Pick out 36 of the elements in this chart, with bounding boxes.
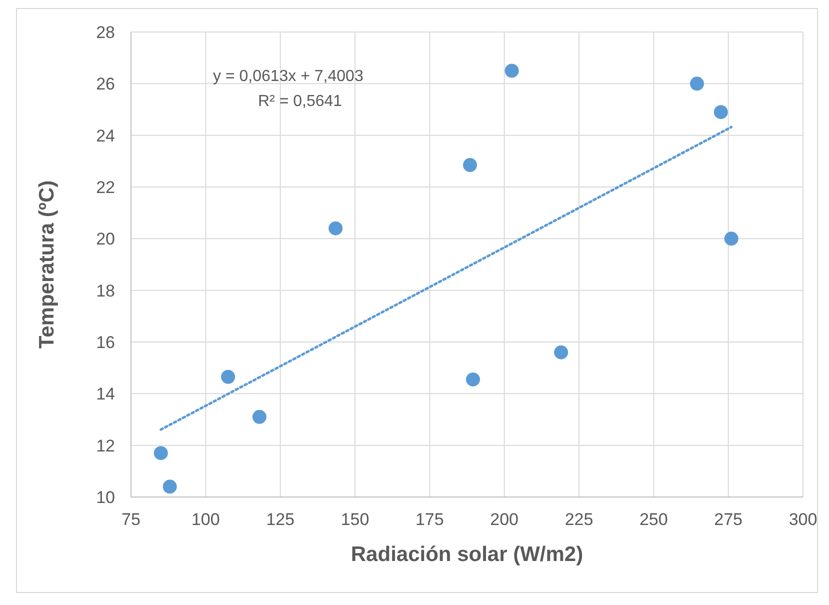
point xyxy=(554,345,568,360)
point xyxy=(466,372,480,386)
y-tick-label: 10 xyxy=(96,488,115,508)
x-tick-label: 75 xyxy=(122,510,140,530)
point xyxy=(162,480,177,494)
point xyxy=(221,370,236,384)
y-tick-label: 18 xyxy=(96,281,115,300)
point xyxy=(154,446,168,460)
y-tick-label: 24 xyxy=(96,126,115,146)
point xyxy=(328,221,343,236)
point xyxy=(714,105,728,120)
point xyxy=(690,76,704,91)
point xyxy=(724,232,738,246)
x-tick-label: 200 xyxy=(490,510,519,530)
x-tick-label: 300 xyxy=(788,510,818,530)
y-tick-label: 26 xyxy=(96,74,115,94)
x-axis-title: Radiación solar (W/m2) xyxy=(350,543,584,566)
annotation: y = 0,0613x + 7,4003 xyxy=(213,68,364,86)
y-tick-label: 12 xyxy=(96,436,115,456)
point xyxy=(504,64,519,78)
y-tick-label: 20 xyxy=(96,230,115,249)
point xyxy=(462,158,477,172)
x-tick-label: 125 xyxy=(266,510,295,530)
x-tick-label: 100 xyxy=(191,510,220,530)
x-tick-label: 175 xyxy=(415,510,444,530)
x-tick-label: 150 xyxy=(340,510,370,530)
x-tick-label: 275 xyxy=(714,510,743,530)
y-tick-label: 28 xyxy=(96,23,115,42)
y-tick-label: 16 xyxy=(96,333,115,352)
point xyxy=(252,410,266,424)
annotation: R² = 0,5641 xyxy=(258,93,342,111)
y-tick-label: 14 xyxy=(96,384,115,404)
x-tick-label: 225 xyxy=(564,510,594,530)
x-tick-label: 250 xyxy=(639,510,668,530)
y-tick-label: 22 xyxy=(96,178,115,198)
y-axis-title: Temperatura (ºC) xyxy=(35,180,58,349)
